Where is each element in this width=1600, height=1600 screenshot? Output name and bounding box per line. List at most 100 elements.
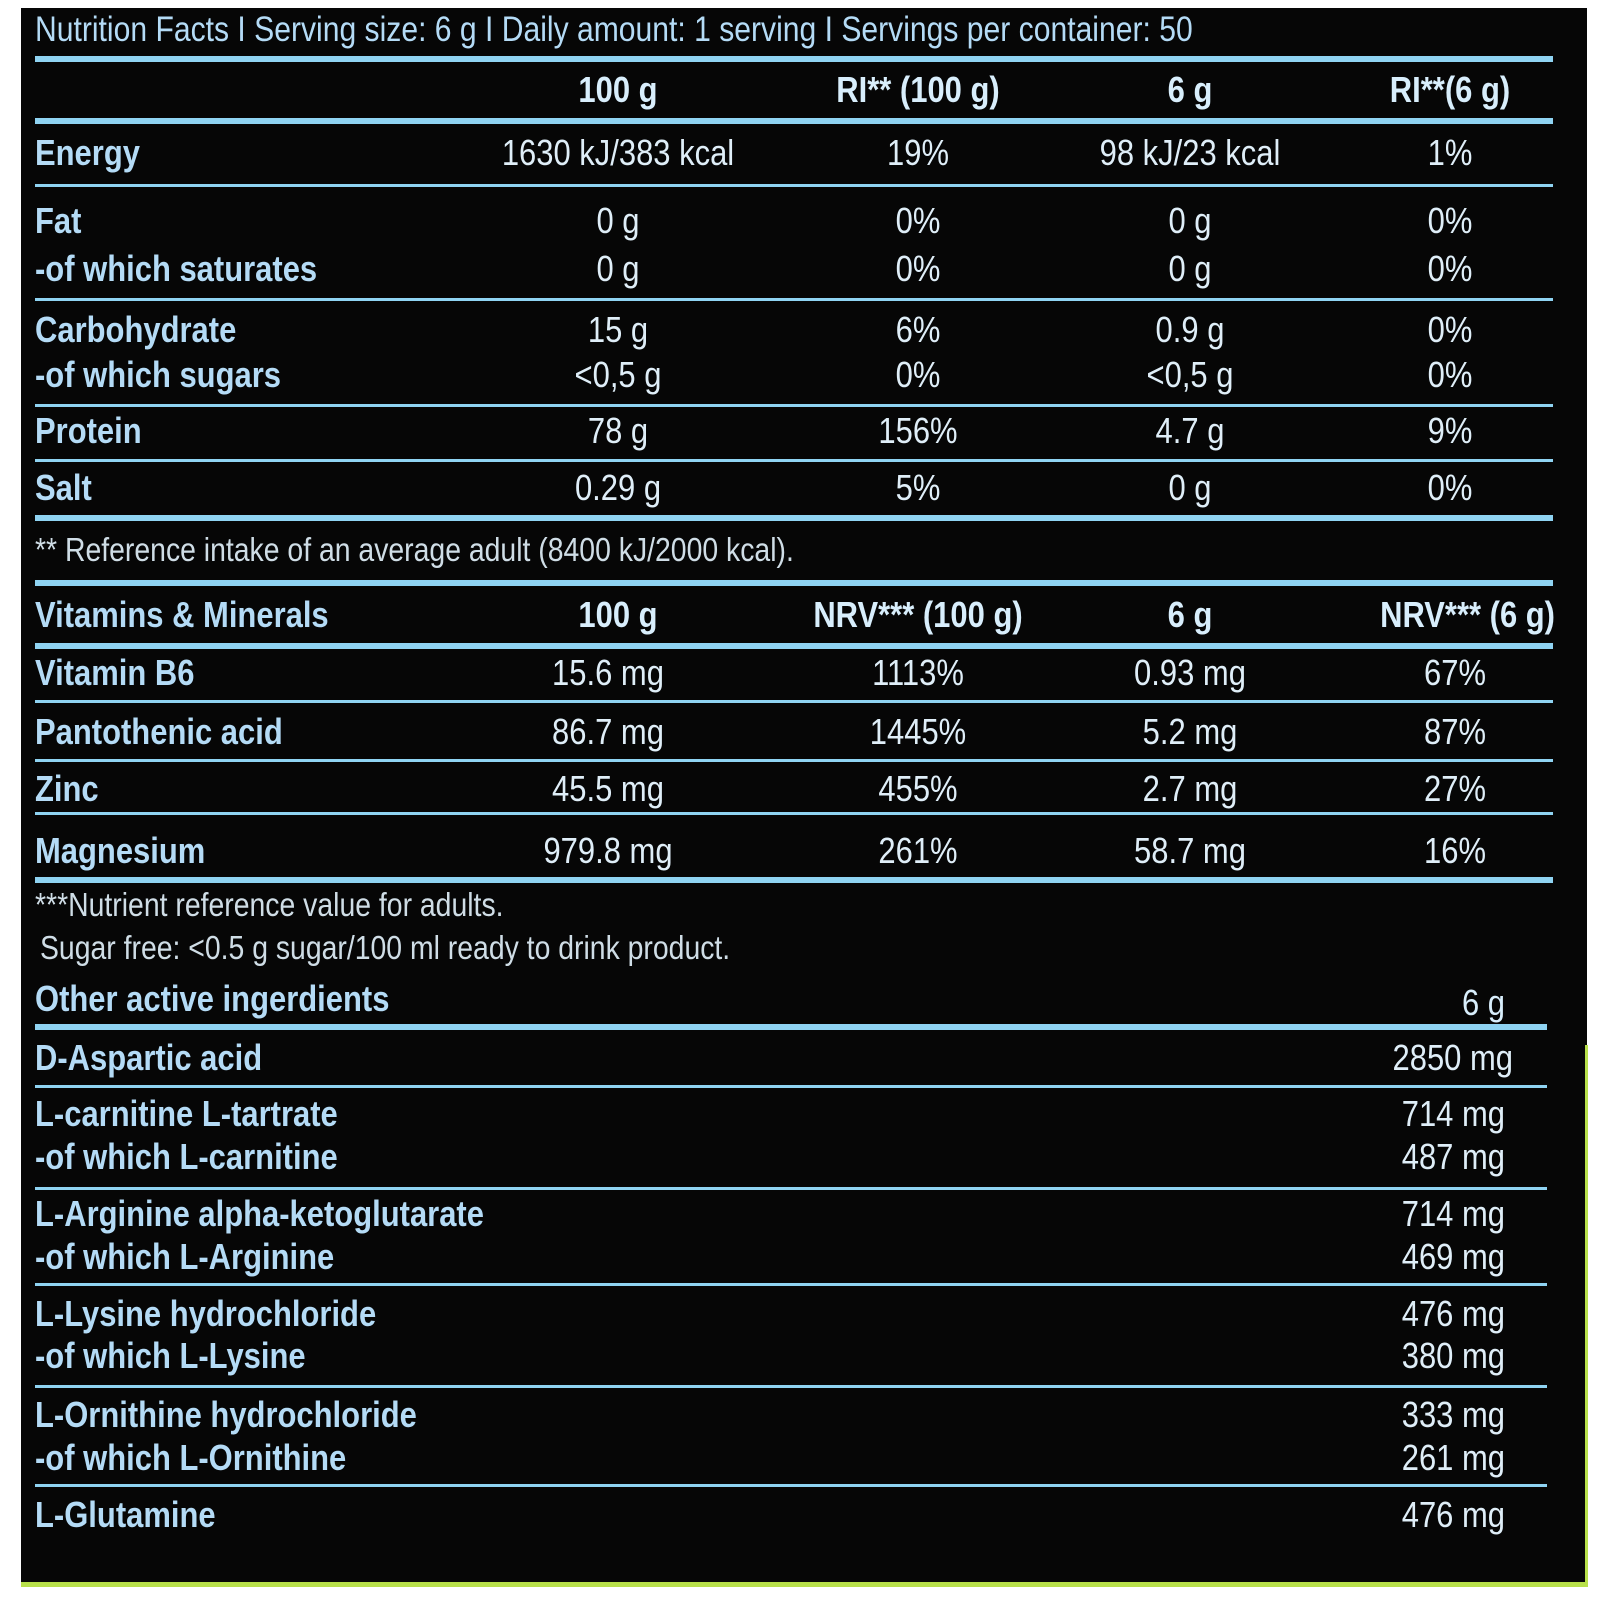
cell-value: 0% bbox=[895, 200, 941, 241]
accent-edge-right bbox=[1585, 1045, 1588, 1585]
row-label-carbohydrate: Carbohydrate bbox=[35, 309, 237, 350]
cell-value: 19% bbox=[887, 132, 949, 173]
row-label-l-carnitine: -of which L-carnitine bbox=[35, 1136, 338, 1177]
rule bbox=[35, 643, 1553, 649]
row-label-protein: Protein bbox=[35, 410, 142, 451]
cell-value: 45.5 mg bbox=[552, 768, 664, 809]
col-header-nrv-6g: NRV*** (6 g) bbox=[1380, 594, 1555, 635]
cell-value: 487 mg bbox=[1401, 1136, 1505, 1177]
rule bbox=[35, 56, 1553, 62]
cell-value: 0 g bbox=[596, 200, 640, 241]
rule bbox=[35, 580, 1553, 586]
cell-value: 15 g bbox=[587, 309, 649, 350]
cell-value: 2.7 mg bbox=[1142, 768, 1238, 809]
row-label-zinc: Zinc bbox=[35, 768, 99, 809]
row-label-l-ornithine-hcl: L-Ornithine hydrochloride bbox=[35, 1394, 417, 1435]
row-label-l-lysine-hcl: L-Lysine hydrochloride bbox=[35, 1293, 377, 1334]
cell-value: 98 kJ/23 kcal bbox=[1099, 132, 1281, 173]
cell-value: 714 mg bbox=[1401, 1193, 1505, 1234]
rule bbox=[35, 877, 1553, 883]
row-label-l-glutamine: L-Glutamine bbox=[35, 1494, 216, 1535]
cell-value: 714 mg bbox=[1401, 1093, 1505, 1134]
cell-value: 261% bbox=[878, 830, 958, 871]
cell-value: 6% bbox=[895, 309, 941, 350]
cell-value: 0 g bbox=[596, 248, 640, 289]
cell-value: 261 mg bbox=[1401, 1437, 1505, 1478]
cell-value: 0.93 mg bbox=[1134, 652, 1246, 693]
cell-value: 27% bbox=[1424, 768, 1486, 809]
cell-value: 476 mg bbox=[1401, 1293, 1505, 1334]
row-label-l-carnitine-l-tartrate: L-carnitine L-tartrate bbox=[35, 1093, 338, 1134]
cell-value: 1113% bbox=[872, 652, 964, 693]
row-label-pantothenic-acid: Pantothenic acid bbox=[35, 711, 283, 752]
rule bbox=[35, 1484, 1547, 1487]
cell-value: 86.7 mg bbox=[552, 711, 664, 752]
rule bbox=[35, 404, 1553, 407]
rule bbox=[35, 812, 1553, 815]
ri-footnote: ** Reference intake of an average adult … bbox=[35, 531, 794, 568]
cell-value: 0% bbox=[1427, 248, 1473, 289]
cell-value: 0.29 g bbox=[574, 467, 662, 508]
row-label-fat: Fat bbox=[35, 200, 82, 241]
cell-value: 156% bbox=[878, 410, 958, 451]
row-label-energy: Energy bbox=[35, 132, 140, 173]
rule bbox=[35, 459, 1553, 462]
row-label-sugars: -of which sugars bbox=[35, 354, 281, 395]
other-section-title: Other active ingerdients bbox=[35, 978, 390, 1019]
cell-value: 380 mg bbox=[1401, 1335, 1505, 1376]
serving-info-header: Nutrition Facts I Serving size: 6 g I Da… bbox=[35, 10, 1193, 49]
row-label-salt: Salt bbox=[35, 467, 92, 508]
col-header-6g: 6 g bbox=[1167, 594, 1213, 635]
cell-value: 455% bbox=[878, 768, 958, 809]
col-header-ri-6g: RI**(6 g) bbox=[1389, 69, 1511, 110]
rule bbox=[35, 298, 1553, 301]
row-label-d-aspartic-acid: D-Aspartic acid bbox=[35, 1037, 263, 1078]
cell-value: 0 g bbox=[1168, 200, 1212, 241]
cell-value: 5% bbox=[895, 467, 941, 508]
cell-value: 5.2 mg bbox=[1142, 711, 1238, 752]
rule bbox=[35, 184, 1553, 187]
cell-value: 0% bbox=[895, 248, 941, 289]
cell-value: 0% bbox=[895, 354, 941, 395]
cell-value: 469 mg bbox=[1401, 1236, 1505, 1277]
cell-value: 0 g bbox=[1168, 467, 1212, 508]
cell-value: 1% bbox=[1427, 132, 1473, 173]
rule bbox=[35, 1187, 1547, 1190]
cell-value: 58.7 mg bbox=[1134, 830, 1246, 871]
rule bbox=[35, 1385, 1547, 1388]
col-header-ri-100g: RI** (100 g) bbox=[836, 69, 1000, 110]
cell-value: 0% bbox=[1427, 354, 1473, 395]
rule bbox=[35, 1085, 1547, 1088]
cell-value: 0 g bbox=[1168, 248, 1212, 289]
cell-value: <0,5 g bbox=[574, 354, 662, 395]
rule bbox=[35, 118, 1553, 124]
row-label-l-lysine: -of which L-Lysine bbox=[35, 1335, 306, 1376]
col-header-nrv-100g: NRV*** (100 g) bbox=[813, 594, 1023, 635]
cell-value: 0% bbox=[1427, 200, 1473, 241]
col-header-6g: 6 g bbox=[1461, 982, 1505, 1023]
row-label-vitamin-b6: Vitamin B6 bbox=[35, 652, 195, 693]
col-header-100g: 100 g bbox=[578, 594, 658, 635]
cell-value: 0% bbox=[1427, 309, 1473, 350]
cell-value: 476 mg bbox=[1401, 1494, 1505, 1535]
row-label-saturates: -of which saturates bbox=[35, 248, 318, 289]
cell-value: 979.8 mg bbox=[543, 830, 673, 871]
nutrition-label-panel bbox=[21, 8, 1587, 1584]
cell-value: 333 mg bbox=[1401, 1394, 1505, 1435]
row-label-l-arginine: -of which L-Arginine bbox=[35, 1236, 335, 1277]
rule bbox=[35, 1024, 1547, 1030]
nrv-footnote: ***Nutrient reference value for adults. bbox=[35, 886, 504, 923]
rule bbox=[35, 1283, 1547, 1286]
cell-value: 0.9 g bbox=[1155, 309, 1225, 350]
cell-value: 1630 kJ/383 kcal bbox=[501, 132, 735, 173]
cell-value: 16% bbox=[1424, 830, 1486, 871]
cell-value: 67% bbox=[1424, 652, 1486, 693]
cell-value: 4.7 g bbox=[1155, 410, 1225, 451]
row-label-magnesium: Magnesium bbox=[35, 830, 206, 871]
cell-value: 1445% bbox=[869, 711, 967, 752]
rule bbox=[35, 759, 1553, 762]
rule bbox=[35, 515, 1553, 521]
row-label-l-ornithine: -of which L-Ornithine bbox=[35, 1437, 347, 1478]
col-header-100g: 100 g bbox=[578, 69, 658, 110]
col-header-6g: 6 g bbox=[1167, 69, 1213, 110]
